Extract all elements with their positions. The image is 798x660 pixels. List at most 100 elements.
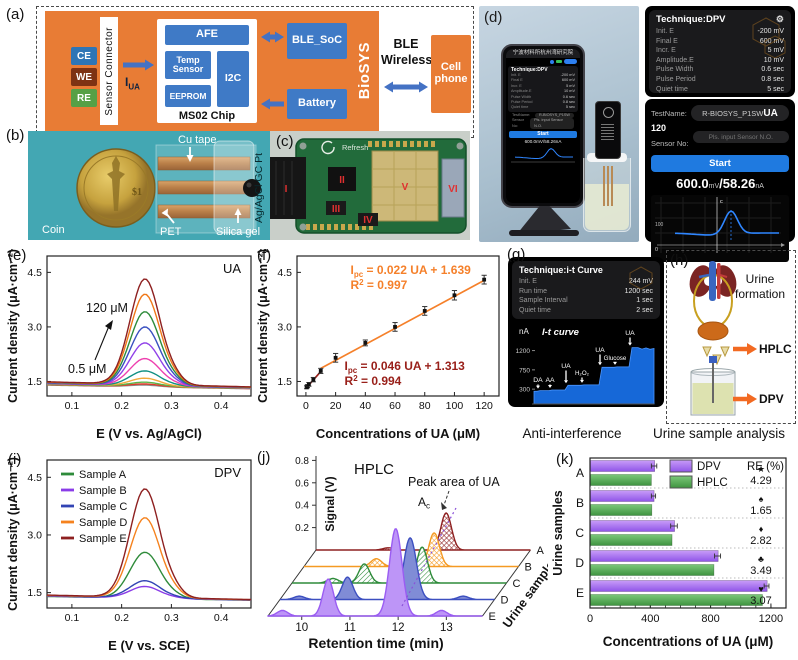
reader-device — [595, 101, 621, 159]
x-axis-label: E (V vs. SCE) — [108, 638, 190, 653]
it-parameter-rows: Init. E 244 mV Run time 1200 sec Sample Inte… — [519, 277, 653, 315]
x-tick: 0 — [587, 613, 593, 625]
annotation-high: 120 μM — [86, 301, 128, 315]
it-event-UA: UA — [625, 330, 635, 337]
battery-icon — [556, 59, 562, 64]
chip-small-1 — [326, 201, 346, 215]
x-axis-label: Retention time (min) — [308, 635, 443, 651]
x-tick: 0.3 — [164, 400, 179, 412]
start-button[interactable]: Start — [651, 155, 789, 172]
testname-label: TestName: — [651, 108, 687, 118]
data-point — [422, 309, 427, 313]
x-tick: 11 — [344, 622, 356, 634]
data-point — [363, 341, 368, 345]
device-logo — [603, 107, 614, 118]
y-tick: 3.0 — [277, 321, 292, 333]
y-tick: 0.2 — [295, 523, 309, 534]
urine-formation-line2: formation — [735, 287, 785, 301]
eeprom-block: EEPROM — [165, 85, 211, 107]
ms02-caption: MS02 Chip — [178, 110, 236, 122]
svg-text:IV: IV — [363, 215, 373, 226]
parameter-row: Pulse Width 0.6 sec — [656, 66, 784, 74]
gear-icon[interactable]: ⚙ — [775, 14, 784, 24]
electrode-materials-label: Ag/AgCl GC Pt — [253, 153, 265, 223]
ble-wireless-label: BLE Wireless — [381, 37, 433, 67]
mini-dpv-plot: 0 100 c — [655, 197, 785, 253]
phone-reading: 600.0mV/58.26nA — [524, 139, 562, 145]
sensor-no-input[interactable] — [692, 131, 789, 143]
y-tick: 0.4 — [295, 501, 309, 512]
phone-mini-plot — [506, 144, 580, 171]
testname-field[interactable]: R-BIOSYS_P1SWUA — [690, 105, 789, 121]
data-point — [393, 325, 397, 329]
chart-j: 10 11 12 13 0.2 0.4 0.6 0.8 Retention time (min)… — [267, 456, 562, 651]
hplc-trace-A — [316, 512, 531, 551]
ua-guide-line — [401, 507, 457, 607]
panel-label-f: (f) — [257, 247, 272, 264]
ms02-chip: AFE Temp Sensor I2C EEPROM MS02 Chip — [157, 19, 257, 123]
phone-screen: 宁波材料所杭州湾研究院 Technique:DPV Init. E -200 mV… — [506, 49, 580, 203]
panel-j-hplc-waterfall: 10 11 12 13 0.2 0.4 0.6 0.8 Retention time (min)… — [256, 446, 562, 660]
parameter-row: Final E 600 mV — [656, 37, 784, 45]
y-tick: 1.5 — [27, 587, 42, 599]
legend-item: Sample D — [79, 517, 127, 529]
gold-pads — [306, 141, 435, 230]
plot-title: HPLC — [354, 461, 394, 478]
svg-text:III: III — [332, 204, 341, 215]
panel-b-sensor-photo: $1 Cu tape Coin PET Silica gel Ag/AgCl G… — [28, 131, 270, 240]
it-y-tick: 300 — [519, 387, 530, 394]
mini-zero: 0 — [655, 247, 658, 253]
molecule-watermark-2 — [629, 266, 653, 290]
chip-small-2 — [358, 213, 378, 226]
caption-urine-sample-analysis: Urine sample analysis — [652, 426, 786, 441]
phone-connect-button[interactable] — [564, 59, 577, 64]
panel-d-photo: 宁波材料所杭州湾研究院 Technique:DPV Init. E -200 mV… — [479, 6, 639, 242]
fit-line — [320, 279, 485, 370]
y-axis-label: Current density (μA·cm⁻²) — [6, 249, 20, 403]
annotation-low: 0.5 μM — [68, 362, 106, 376]
bar-hplc-C — [590, 534, 673, 546]
dpv-parameter-card: Technique:DPV ⚙ Init. E -200 mV Final E 600 … — [645, 6, 795, 97]
data-point — [482, 277, 487, 282]
x-tick: 0.1 — [65, 400, 80, 412]
cu-tape-label: Cu tape — [178, 134, 217, 146]
parameter-row: Final E 600 mV — [511, 78, 575, 83]
panel-label-j: (j) — [257, 449, 271, 466]
phone-start-button[interactable]: Start — [509, 130, 577, 138]
i2c-block: I2C — [217, 51, 249, 107]
re-value-C: 2.82 — [750, 535, 771, 547]
y-tick: 0.8 — [295, 456, 309, 467]
sample-tick-A: A — [537, 545, 545, 557]
x-tick: 120 — [475, 400, 493, 412]
trace-occluder — [316, 513, 531, 550]
it-curve-plot: 300 750 1200 nA I-t curve DA AA UA H₂O₂ UA Glucose… — [512, 322, 660, 411]
it-curve-area — [533, 347, 655, 405]
annotation-peak-area: Peak area of UA — [408, 475, 500, 489]
it-event-DA: DA — [533, 377, 543, 384]
vena-cava — [709, 261, 716, 301]
sensor-connector: Sensor Connector — [100, 17, 118, 125]
sample-label-D: D — [575, 556, 584, 570]
smartphone: 宁波材料所杭州湾研究院 Technique:DPV Init. E -200 mV… — [501, 44, 585, 208]
battery-block: Battery — [287, 89, 347, 119]
y-tick: 3.0 — [27, 321, 42, 333]
y-axis-label: Signal (V) — [323, 476, 337, 531]
parameter-row: Pulse Width 0.6 sec — [511, 94, 575, 99]
legend-swatch-dpv — [669, 459, 693, 473]
it-card-title: Technique:i-t Curve — [519, 265, 603, 275]
parameter-row: Init. E -200 mV — [656, 28, 784, 35]
electrode-list: CE WE RE — [71, 47, 97, 110]
x-tick: 0 — [303, 400, 309, 412]
re-symbol-C: ♦ — [759, 524, 764, 534]
re-value-B: 1.65 — [750, 505, 771, 517]
panel-i-samples-chart: 0.1 0.2 0.3 0.4 1.5 3.0 4.5 E (V vs. SCE) Curren… — [6, 448, 260, 660]
sample-label-E: E — [576, 586, 584, 600]
data-point — [333, 355, 338, 360]
legend-item: Sample C — [79, 501, 127, 513]
chart-k: 0 400 800 1200 Concentrations of UA (μM) Urin… — [551, 457, 787, 649]
x-tick: 0.1 — [65, 612, 80, 624]
sensor-no-label: Sensor No: — [651, 139, 689, 148]
fit-equation: Ipc = 0.022 UA + 1.639 — [350, 263, 471, 279]
